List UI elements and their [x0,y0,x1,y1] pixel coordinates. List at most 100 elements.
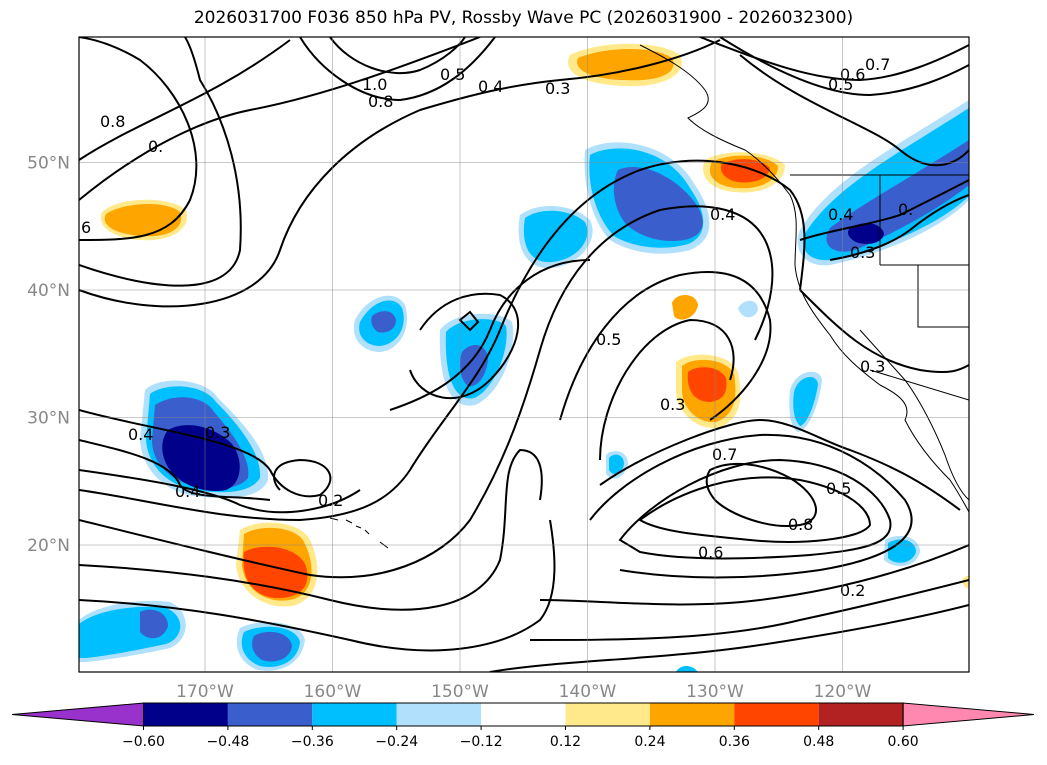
contour-line [409,292,519,399]
lon-label: 140°W [559,682,617,702]
colorbar-segment [396,703,482,726]
border-us-mexico [869,369,969,401]
colorbar-tick-label: 0.12 [550,734,581,750]
colorbar-tick-label: 0.48 [803,734,834,750]
contour-line [618,458,892,560]
contour-line [638,476,872,543]
anomaly-negative [371,311,396,333]
contour-line [329,37,466,75]
contour-label: 0. [148,137,163,156]
contour-line [79,519,556,652]
contour-line [489,604,969,672]
contour-line [599,318,735,461]
contour-label: 1.0 [362,75,387,94]
contour-labels: 0.8 0. 0.4 1.0 0.8 0.5 0.4 0.3 0.7 0.6 0… [81,55,913,600]
contour-line [599,418,961,511]
anomaly-negative [613,167,703,242]
colorbar-extend-min [11,702,144,727]
contour-line [79,37,198,241]
colorbar-tick-label: −0.48 [206,734,249,750]
contour-line [79,439,271,501]
anomaly-positive [672,294,698,320]
contour-line [699,37,969,82]
lon-label: 170°W [176,682,234,702]
coastline-baja [904,379,969,501]
contour-label: 0.7 [865,55,890,74]
contour-line [79,37,481,201]
pv-contours [79,37,969,672]
map-frame [78,36,970,673]
contour-label: 0. [898,200,913,219]
colorbar-segment [649,703,735,726]
contour-line [389,259,591,411]
anomaly-negative [793,377,818,426]
contour-label: 0.4 [175,482,200,501]
colorbar-segment [734,703,819,726]
anomaly-negative [252,631,292,662]
contour-label: 0.5 [826,479,851,498]
lat-label: 40°N [27,281,70,301]
longitude-labels: 170°W 160°W 150°W 140°W 130°W 120°W [176,682,871,702]
colorbar-segment [481,703,566,726]
contour-label: 0.5 [596,330,621,349]
contour-line [79,469,361,514]
contour-label: 0.3 [660,395,685,414]
colorbar: −0.60 −0.48 −0.36 −0.24 −0.12 0.12 0.24 0.36 0.4… [11,702,1035,750]
anomaly-negative [609,454,624,474]
contour-line [719,37,969,97]
contour-label: 0.6 [698,543,723,562]
anomaly-negative [162,425,240,492]
anomaly-positive [687,367,727,402]
contour-line [589,433,913,579]
shaded-anomalies [79,43,969,672]
lat-label: 30°N [27,409,70,429]
contour-line [79,39,291,161]
anomaly-negative [676,666,698,672]
contour-line [79,79,561,308]
contour-label: 6 [81,218,91,237]
latitude-labels: 50°N 40°N 30°N 20°N [27,154,70,557]
contour-label: 0.3 [205,423,230,442]
hawaii-islands [329,517,389,549]
contour-label: 0.4 [128,425,153,444]
contour-label: 0.2 [318,491,343,510]
contour-line [799,289,969,374]
contour-line [829,194,969,261]
contour-line [79,159,806,522]
lon-label: 130°W [686,682,744,702]
anomaly-negative [523,210,588,263]
contour-label: 0.8 [100,112,125,131]
contour-line [559,39,721,81]
contour-line [705,462,817,527]
contour-line [539,544,969,606]
colorbar-segment [227,703,313,726]
colorbar-extend-max [902,702,1035,727]
colorbar-segment [312,703,397,726]
contour-label: 0.8 [788,515,813,534]
contour-line [79,448,543,611]
colorbar-frame [143,702,904,727]
colorbar-segment [143,703,228,726]
colorbar-tick-label: −0.36 [291,734,334,750]
colorbar-tick-label: −0.12 [460,734,503,750]
gridlines [79,37,969,672]
contour-line [299,37,496,102]
contour-label: 0.7 [712,445,737,464]
colorbar-segment [565,703,650,726]
contour-label: 0.3 [850,243,875,262]
colorbar-tick-label: 0.60 [888,734,919,750]
anomaly-negative [738,300,758,318]
contour-label: 0.2 [840,581,865,600]
lon-label: 120°W [814,682,872,702]
contour-line [529,579,969,641]
map-title: 2026031700 F036 850 hPa PV, Rossby Wave … [193,8,854,28]
contour-label: 0.8 [368,92,393,111]
contour-label: 0.3 [860,357,885,376]
contour-label: 0.4 [828,205,853,224]
contour-label: 0.4 [478,77,503,96]
contour-label: 0.5 [828,75,853,94]
lat-label: 20°N [27,536,70,556]
colorbar-tick-label: −0.24 [375,734,418,750]
contour-line [79,37,242,287]
